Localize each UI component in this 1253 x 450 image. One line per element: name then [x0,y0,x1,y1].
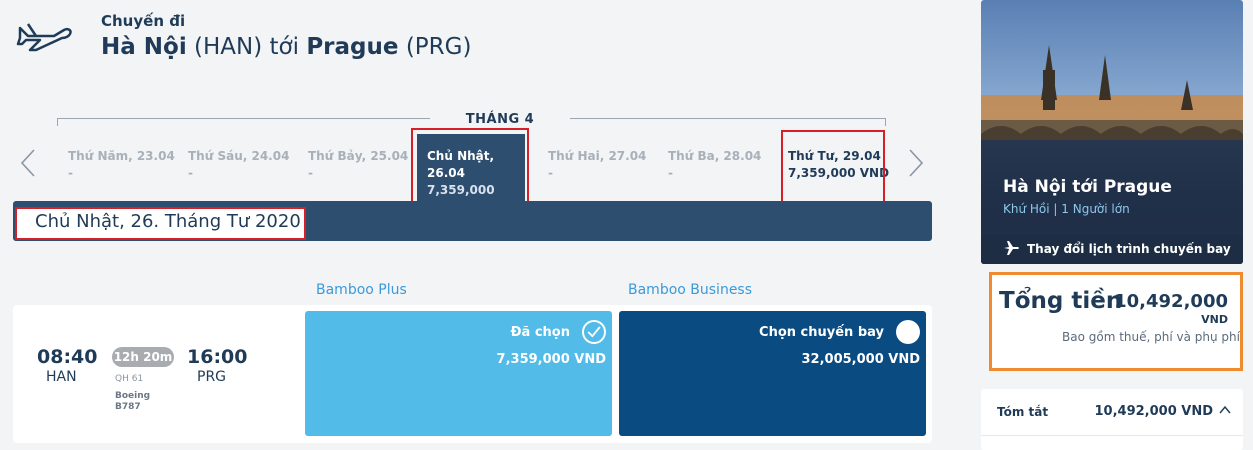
fare-option-plus[interactable]: Đã chọn 7,359,000 VND [305,311,612,436]
arrival-airport: PRG [197,369,227,385]
destination-title: Hà Nội tới Prague [1003,177,1172,197]
total-amount: 10,492,000 [1114,291,1228,312]
destination-card: Hà Nội tới Prague Khứ Hồi | 1 Người lớn … [981,0,1243,264]
date-option-28-04[interactable]: Thứ Ba, 28.04 - [668,148,786,182]
date-option-29-04[interactable]: Thứ Tư, 29.04 7,359,000 VND [788,148,906,182]
total-note: Bao gồm thuế, phí và phụ phí [1062,330,1240,344]
aircraft-type: Boeing B787 [115,391,151,412]
total-currency: VND [1201,313,1228,326]
route-title: Hà Nội (HAN) tới Prague (PRG) [101,34,471,60]
chevron-up-icon[interactable] [1219,405,1231,415]
date-price: - [308,166,313,180]
date-option-25-04[interactable]: Thứ Bảy, 25.04 - [308,148,426,182]
date-label: Thứ Bảy, 25.04 [308,149,409,163]
total-label: Tổng tiền [999,288,1123,314]
origin-code: (HAN) [194,34,263,60]
selected-date-text: Chủ Nhật, 26. Tháng Tư 2020 [35,211,301,232]
departure-airport: HAN [46,369,77,385]
fare-option-business[interactable]: Chọn chuyến bay 32,005,000 VND [619,311,926,436]
date-price: - [668,166,673,180]
date-label: Thứ Tư, 29.04 [788,149,881,163]
dest-code: (PRG) [405,34,472,60]
date-price: - [188,166,193,180]
departure-time: 08:40 [37,346,98,368]
duration-badge: 12h 20m [112,347,174,367]
alt-date-highlight [781,130,885,208]
fare-status-selected: Đã chọn [510,325,570,340]
date-price: - [68,166,73,180]
date-label: Chủ Nhật, 26.04 [427,149,495,180]
route-connector: tới [269,34,300,60]
arrival-time: 16:00 [187,346,248,368]
total-price-box: Tổng tiền 10,492,000 VND Bao gồm thuế, p… [989,272,1243,371]
fare-class-business-header: Bamboo Business [628,282,753,298]
trip-subtitle: Chuyến đi [101,12,186,30]
airplane-icon [16,23,72,52]
check-circle-icon [582,320,606,344]
date-label: Thứ Năm, 23.04 [68,149,175,163]
summary-label: Tóm tắt [997,405,1049,419]
date-option-23-04[interactable]: Thứ Năm, 23.04 - [68,148,186,182]
fare-status-select: Chọn chuyến bay [759,325,884,340]
date-label: Thứ Hai, 27.04 [548,149,647,163]
divider [981,435,1243,436]
date-option-27-04[interactable]: Thứ Hai, 27.04 - [548,148,666,182]
fare-price-business: 32,005,000 VND [801,352,921,367]
date-option-24-04[interactable]: Thứ Sáu, 24.04 - [188,148,306,182]
date-price: 7,359,000 VND [788,166,890,180]
selected-date-highlight-box [15,207,306,240]
summary-panel[interactable]: Tóm tắt 10,492,000 VND [981,389,1243,450]
meta-divider: | [1053,202,1062,216]
trip-meta: Khứ Hồi | 1 Người lớn [1003,202,1130,216]
change-itinerary-label: Thay đổi lịch trình chuyến bay [1027,242,1231,256]
date-label: Thứ Sáu, 24.04 [188,149,290,163]
date-label: Thứ Ba, 28.04 [668,149,762,163]
dest-city: Prague [306,34,399,60]
chevron-left-icon[interactable] [16,148,40,178]
fare-class-plus-header: Bamboo Plus [316,282,407,298]
month-label: THÁNG 4 [430,112,570,127]
fare-price-plus: 7,359,000 VND [496,352,606,367]
chevron-right-icon[interactable] [904,148,928,178]
change-itinerary-button[interactable]: Thay đổi lịch trình chuyến bay [981,235,1243,264]
flight-number: QH 61 [115,374,144,384]
trip-type: Khứ Hồi [1003,202,1050,216]
summary-amount: 10,492,000 VND [1094,404,1214,419]
airplane-icon [1004,241,1019,255]
origin-city: Hà Nội [101,34,187,60]
prague-city-image [981,0,1243,264]
date-price: - [548,166,553,180]
passenger-count: 1 Người lớn [1061,202,1130,216]
radio-circle-icon[interactable] [896,320,920,344]
